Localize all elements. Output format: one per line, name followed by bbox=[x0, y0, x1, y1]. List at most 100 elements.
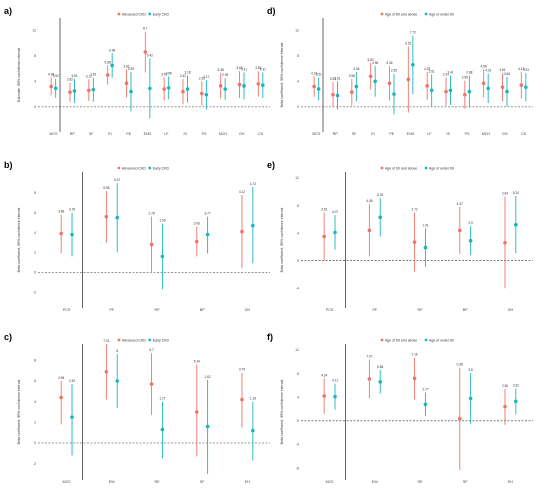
data-label: 4.73 bbox=[250, 182, 256, 186]
y-tick-label: 8 bbox=[297, 372, 299, 376]
data-point bbox=[194, 410, 199, 414]
data-label: 2.52 bbox=[69, 379, 75, 383]
data-point bbox=[373, 79, 377, 84]
x-tick-label: LF bbox=[164, 132, 169, 136]
panel-label: c) bbox=[4, 332, 12, 342]
data-point bbox=[503, 404, 507, 409]
data-label: 3.69 bbox=[236, 66, 242, 70]
panel-label: b) bbox=[4, 160, 13, 170]
data-point bbox=[240, 397, 244, 402]
data-label: 7.01 bbox=[103, 339, 109, 343]
x-tick-label: MCS bbox=[49, 132, 58, 136]
data-label: 6.96 bbox=[109, 48, 115, 52]
y-tick-label: 12 bbox=[295, 348, 299, 352]
data-point bbox=[333, 394, 337, 399]
data-label: 3.52 bbox=[53, 74, 59, 78]
y-tick-label: 0 bbox=[34, 270, 36, 274]
legend-marker-a bbox=[380, 166, 384, 170]
data-label: 2.61 bbox=[334, 76, 340, 80]
data-label: 4.31 bbox=[241, 67, 247, 71]
data-point bbox=[104, 214, 109, 219]
x-tick-label: PF bbox=[110, 308, 115, 312]
y-tick-label: -2 bbox=[33, 462, 36, 466]
data-label: 2.69 bbox=[128, 67, 134, 71]
data-label: 2.78 bbox=[148, 212, 154, 216]
data-point bbox=[444, 89, 448, 94]
data-point bbox=[519, 83, 524, 87]
data-label: 2.82 bbox=[67, 78, 73, 82]
data-point bbox=[429, 88, 434, 93]
data-point bbox=[481, 81, 486, 86]
data-label: 3.32 bbox=[513, 383, 519, 387]
data-point bbox=[331, 92, 335, 97]
x-tick-label: RP bbox=[333, 132, 339, 136]
data-point bbox=[463, 92, 467, 97]
x-tick-label: ENG bbox=[407, 132, 415, 136]
data-label: 3.86 bbox=[58, 210, 64, 214]
data-point bbox=[256, 82, 261, 86]
x-tick-label: EI bbox=[371, 132, 374, 136]
data-point bbox=[423, 245, 428, 250]
data-point bbox=[115, 215, 120, 220]
x-tick-label: GH bbox=[245, 308, 251, 312]
data-point bbox=[162, 87, 166, 91]
data-label: 3.83 bbox=[255, 66, 261, 70]
data-point bbox=[335, 93, 340, 98]
x-tick-label: GH bbox=[502, 132, 508, 136]
x-tick-label: GH bbox=[239, 132, 245, 136]
data-label: 4.25 bbox=[424, 67, 430, 71]
x-tick-label: EH bbox=[245, 480, 250, 484]
data-point bbox=[148, 86, 152, 91]
data-point bbox=[72, 89, 77, 93]
y-tick-label: 12 bbox=[32, 29, 36, 33]
data-point bbox=[514, 399, 518, 404]
legend: Advanced CKD Early CKD bbox=[117, 338, 170, 342]
x-tick-label: CS bbox=[521, 132, 527, 136]
y-tick-label: 6 bbox=[34, 211, 36, 215]
data-label: 4.24 bbox=[321, 373, 327, 377]
data-point bbox=[467, 89, 472, 94]
data-point bbox=[218, 84, 223, 88]
data-point bbox=[412, 376, 417, 381]
data-label: 2.77 bbox=[422, 388, 428, 392]
data-point bbox=[70, 232, 74, 237]
x-tick-label: RP bbox=[70, 132, 76, 136]
data-point bbox=[87, 88, 91, 93]
data-label: 3.06 bbox=[194, 222, 200, 226]
data-label: 3.79 bbox=[239, 368, 245, 372]
data-point bbox=[312, 84, 316, 89]
data-label: 3.12 bbox=[86, 74, 92, 78]
y-axis-label: Beta coefficient, 95% confidence interva… bbox=[280, 42, 284, 107]
legend-label-b: Early CKD bbox=[153, 338, 170, 342]
data-label: 4.37 bbox=[457, 202, 463, 206]
data-label: 3.81 bbox=[71, 74, 77, 78]
data-label: 4.96 bbox=[58, 376, 64, 380]
panel-label: a) bbox=[4, 6, 12, 16]
x-tick-label: LF bbox=[427, 132, 432, 136]
data-label: 2.56 bbox=[462, 76, 468, 80]
legend-label-b: Age of under 60 bbox=[429, 338, 454, 342]
y-tick-label: -2 bbox=[33, 290, 36, 294]
panel-label: d) bbox=[267, 6, 276, 16]
y-tick-label: 2 bbox=[34, 251, 36, 255]
y-tick-label: 4 bbox=[297, 395, 299, 399]
data-point bbox=[49, 84, 53, 89]
legend-marker-a bbox=[117, 166, 121, 170]
x-tick-label: MCH bbox=[482, 132, 491, 136]
data-label: 3.51 bbox=[316, 73, 322, 77]
data-label: 1.62 bbox=[205, 375, 211, 379]
data-label: 2.9 bbox=[468, 221, 473, 225]
data-point bbox=[70, 415, 74, 419]
data-label: 5.58 bbox=[103, 186, 109, 190]
legend-marker-b bbox=[424, 338, 428, 342]
x-tick-label: IS bbox=[447, 132, 451, 136]
data-point bbox=[110, 63, 114, 68]
x-tick-label: GH bbox=[508, 308, 514, 312]
y-tick-label: 0 bbox=[34, 105, 36, 109]
data-point bbox=[503, 240, 507, 245]
legend-marker-b bbox=[148, 12, 152, 16]
data-label: 4.19 bbox=[518, 67, 524, 71]
data-point bbox=[251, 223, 255, 228]
x-tick-label: CS bbox=[258, 132, 264, 136]
